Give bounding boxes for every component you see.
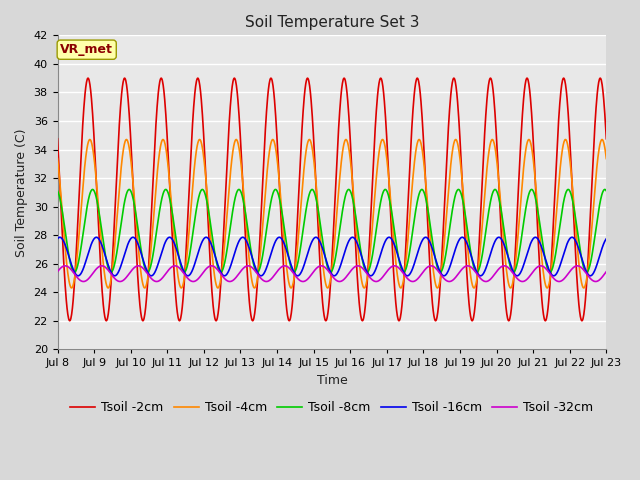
Tsoil -8cm xyxy=(601,187,609,192)
Tsoil -32cm xyxy=(592,278,600,284)
Tsoil -32cm xyxy=(602,269,610,275)
Tsoil -16cm xyxy=(602,236,610,241)
Tsoil -16cm xyxy=(586,273,594,279)
Line: Tsoil -2cm: Tsoil -2cm xyxy=(58,78,606,321)
Tsoil -32cm xyxy=(237,268,245,274)
Tsoil -16cm xyxy=(176,258,184,264)
Tsoil -4cm xyxy=(538,256,546,262)
Tsoil -32cm xyxy=(417,272,425,277)
Tsoil -4cm xyxy=(489,137,497,143)
Tsoil -2cm xyxy=(596,75,604,81)
Tsoil -32cm xyxy=(176,266,184,272)
Tsoil -2cm xyxy=(163,124,170,130)
Y-axis label: Soil Temperature (C): Soil Temperature (C) xyxy=(15,128,28,257)
Title: Soil Temperature Set 3: Soil Temperature Set 3 xyxy=(244,15,419,30)
Tsoil -8cm xyxy=(237,190,245,196)
Tsoil -16cm xyxy=(237,235,245,240)
Tsoil -32cm xyxy=(489,274,497,279)
Line: Tsoil -4cm: Tsoil -4cm xyxy=(58,140,606,288)
Tsoil -4cm xyxy=(54,156,61,161)
Line: Tsoil -8cm: Tsoil -8cm xyxy=(58,190,606,272)
Tsoil -16cm xyxy=(538,244,545,250)
Text: VR_met: VR_met xyxy=(60,43,113,56)
Tsoil -8cm xyxy=(602,188,610,194)
Tsoil -8cm xyxy=(417,187,425,192)
Tsoil -2cm xyxy=(237,153,245,158)
Tsoil -8cm xyxy=(538,233,545,239)
Line: Tsoil -16cm: Tsoil -16cm xyxy=(58,237,606,276)
Tsoil -2cm xyxy=(538,292,545,298)
Tsoil -2cm xyxy=(602,136,610,142)
Tsoil -16cm xyxy=(56,234,63,240)
Tsoil -4cm xyxy=(163,147,170,153)
Tsoil -4cm xyxy=(176,282,184,288)
Tsoil -16cm xyxy=(417,240,425,245)
Tsoil -4cm xyxy=(602,156,610,161)
Tsoil -32cm xyxy=(538,263,545,269)
Tsoil -16cm xyxy=(489,243,497,249)
Tsoil -2cm xyxy=(66,318,74,324)
Tsoil -32cm xyxy=(61,263,69,269)
Tsoil -8cm xyxy=(163,187,170,193)
Tsoil -16cm xyxy=(54,236,61,241)
Tsoil -2cm xyxy=(176,317,184,323)
Line: Tsoil -32cm: Tsoil -32cm xyxy=(58,266,606,281)
Tsoil -2cm xyxy=(54,136,61,142)
Tsoil -8cm xyxy=(70,269,78,275)
Tsoil -2cm xyxy=(417,104,425,109)
Tsoil -16cm xyxy=(163,237,170,242)
Tsoil -8cm xyxy=(176,260,184,265)
Tsoil -4cm xyxy=(237,160,245,166)
Tsoil -8cm xyxy=(489,189,497,195)
Tsoil -2cm xyxy=(489,87,497,93)
Tsoil -32cm xyxy=(54,269,61,275)
Tsoil -4cm xyxy=(488,137,496,143)
Tsoil -8cm xyxy=(54,188,61,194)
Tsoil -4cm xyxy=(417,140,425,146)
X-axis label: Time: Time xyxy=(317,374,348,387)
Legend: Tsoil -2cm, Tsoil -4cm, Tsoil -8cm, Tsoil -16cm, Tsoil -32cm: Tsoil -2cm, Tsoil -4cm, Tsoil -8cm, Tsoi… xyxy=(65,396,598,420)
Tsoil -4cm xyxy=(507,285,515,291)
Tsoil -32cm xyxy=(163,270,170,276)
